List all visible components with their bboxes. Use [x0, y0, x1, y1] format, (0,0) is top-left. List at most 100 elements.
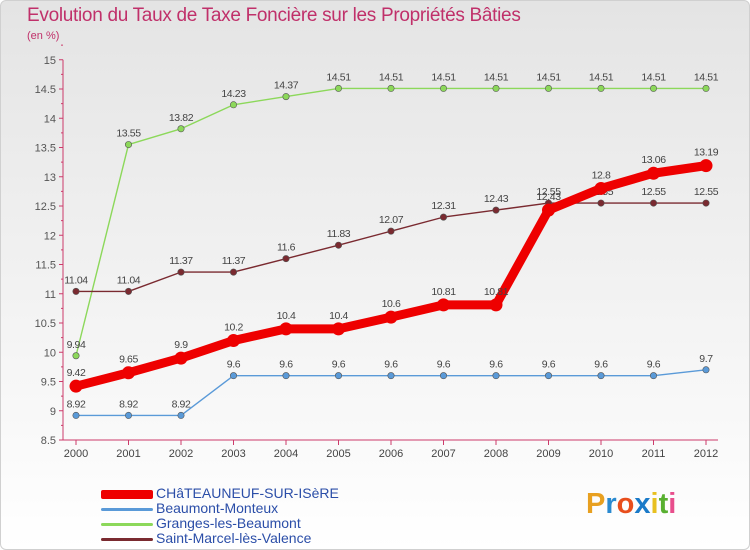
x-tick-label: 2001 — [116, 448, 140, 460]
data-point — [227, 334, 240, 348]
data-point — [649, 84, 657, 92]
data-point — [279, 322, 293, 336]
x-tick-label: 2000 — [64, 448, 88, 460]
data-label: 11.83 — [327, 228, 351, 240]
data-point — [230, 101, 238, 109]
data-label: 12.43 — [484, 193, 509, 205]
chart-title: Evolution du Taux de Taxe Foncière sur l… — [27, 5, 521, 26]
data-label: 8.92 — [119, 398, 138, 410]
data-label: 12.55 — [536, 186, 561, 198]
data-point — [699, 159, 713, 173]
data-point — [437, 298, 450, 312]
data-point — [649, 372, 657, 380]
data-label: 11.04 — [64, 274, 88, 286]
data-point — [72, 287, 80, 295]
data-label: 14.51 — [589, 71, 614, 83]
data-point — [597, 372, 605, 380]
data-point — [597, 199, 605, 207]
data-label: 12.43 — [536, 191, 561, 203]
x-tick-label: 2009 — [536, 448, 560, 460]
legend-swatch — [101, 523, 153, 526]
data-point — [387, 372, 395, 380]
data-label: 14.51 — [694, 71, 719, 83]
data-label: 12.55 — [694, 186, 719, 198]
y-tick-label: 8.5 — [41, 435, 56, 447]
data-label: 11.6 — [277, 242, 296, 254]
data-point — [125, 141, 133, 149]
logo-letter: i — [668, 488, 677, 520]
data-point — [542, 203, 555, 217]
logo-letter: x — [634, 488, 651, 520]
y-tick-label: 13 — [44, 172, 56, 184]
data-label: 14.51 — [536, 71, 561, 83]
data-label: 14.51 — [379, 71, 404, 83]
data-point — [125, 411, 133, 419]
data-point — [702, 366, 710, 374]
data-point — [439, 213, 447, 221]
data-point — [177, 125, 185, 133]
logo-letter: t — [658, 488, 669, 520]
data-point — [332, 322, 345, 336]
y-tick-label: 9 — [50, 406, 56, 418]
data-label: 12.07 — [379, 214, 404, 226]
data-label: 9.6 — [437, 359, 451, 371]
legend-swatch — [101, 490, 153, 499]
data-point — [177, 411, 185, 419]
y-tick-label: 9.5 — [41, 377, 56, 389]
y-tick-label: 13.5 — [35, 143, 56, 155]
data-label: 14.51 — [484, 71, 509, 83]
x-tick-label: 2004 — [274, 448, 298, 460]
data-point — [597, 84, 605, 92]
x-tick-label: 2007 — [431, 448, 455, 460]
y-tick-label: 11.5 — [35, 260, 56, 272]
data-label: 14.23 — [221, 88, 246, 100]
data-point — [334, 372, 342, 380]
data-point — [282, 93, 290, 101]
data-label: 13.82 — [169, 112, 194, 124]
data-point — [647, 166, 660, 180]
legend-swatch — [101, 508, 153, 511]
x-tick-label: 2005 — [326, 448, 350, 460]
data-label: 10.2 — [224, 322, 243, 334]
data-point — [230, 268, 238, 276]
data-point — [72, 411, 80, 419]
data-label: 14.51 — [326, 71, 351, 83]
legend-swatch — [101, 538, 153, 541]
x-tick-label: 2010 — [589, 448, 613, 460]
data-label: 10.6 — [382, 298, 401, 310]
data-point — [174, 351, 188, 365]
data-point — [492, 206, 500, 214]
x-tick-label: 2003 — [221, 448, 245, 460]
y-tick-label: 15 — [44, 55, 56, 67]
x-tick-label: 2002 — [169, 448, 193, 460]
data-label: 10.81 — [431, 286, 456, 298]
data-label: 9.6 — [594, 359, 608, 371]
y-tick-label: 14.5 — [35, 84, 56, 96]
data-point — [387, 227, 395, 235]
data-label: 14.37 — [274, 80, 299, 92]
y-tick-label: 11 — [45, 289, 56, 301]
y-tick-label: 12 — [44, 230, 56, 242]
data-label: 11.37 — [169, 255, 193, 267]
data-point — [334, 241, 342, 249]
data-label: 9.6 — [542, 359, 556, 371]
data-point — [594, 181, 608, 195]
data-label: 9.9 — [174, 339, 188, 351]
data-point — [384, 310, 398, 324]
x-tick-label: 2012 — [694, 448, 718, 460]
data-label: 9.7 — [699, 353, 713, 365]
y-tick-label: 10.5 — [35, 318, 56, 330]
data-label: 9.94 — [67, 339, 86, 351]
data-point — [177, 268, 185, 276]
data-point — [439, 372, 447, 380]
logo-letter: P — [586, 488, 606, 520]
data-label: 12.8 — [592, 169, 611, 181]
data-point — [649, 199, 657, 207]
y-unit-label: (en %) — [27, 30, 60, 42]
data-label: 12.55 — [641, 186, 666, 198]
data-label: 13.06 — [641, 154, 666, 166]
data-point — [702, 84, 710, 92]
data-label: 10.81 — [484, 286, 509, 298]
